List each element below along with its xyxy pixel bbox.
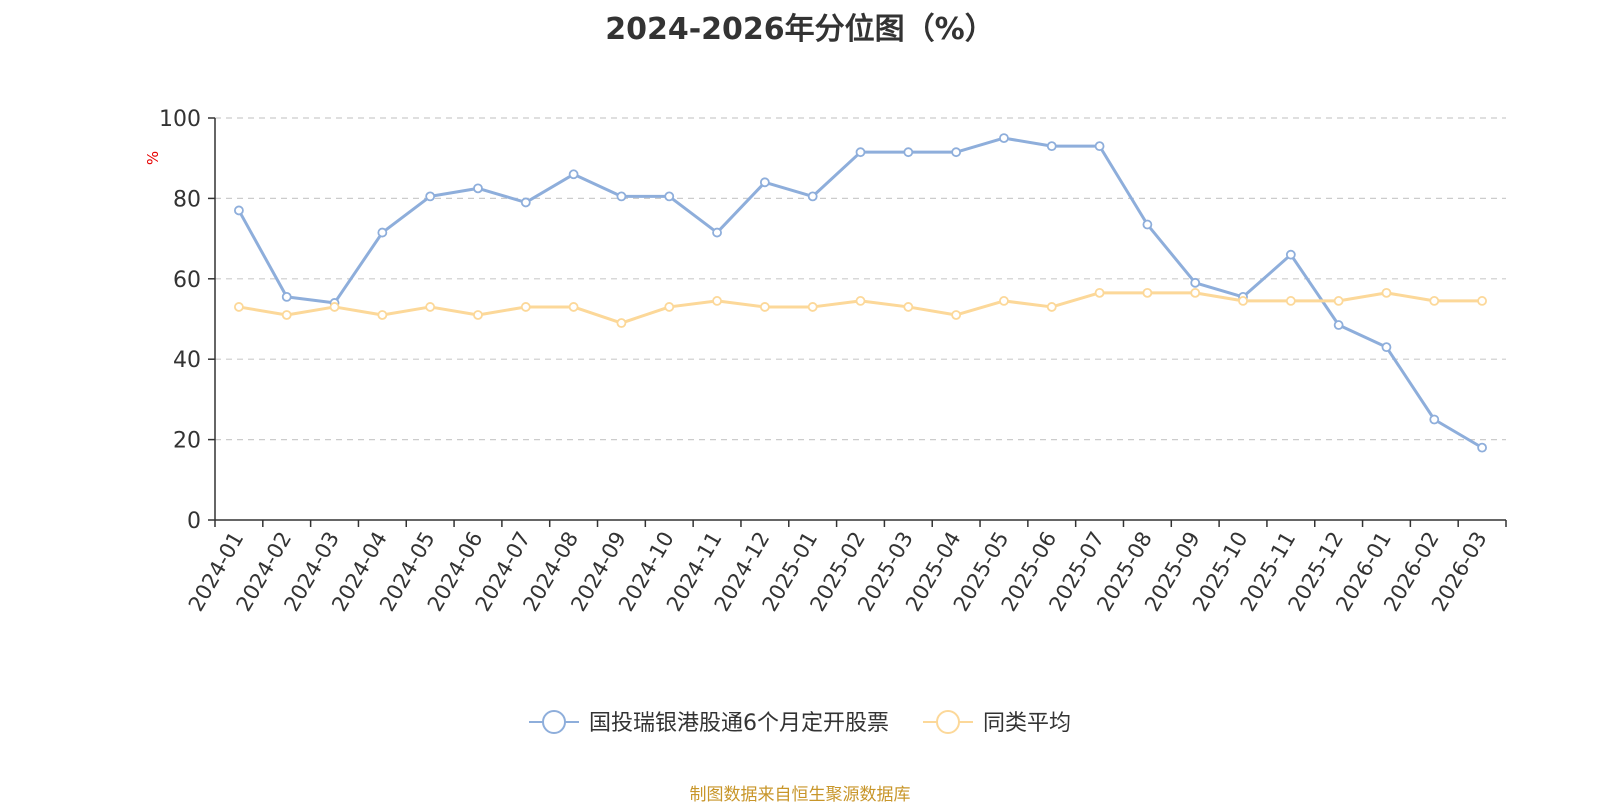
data-point [712,296,722,306]
data-point [712,227,722,238]
data-point [1190,277,1201,288]
data-point [616,191,627,202]
data-point [520,197,531,208]
legend: 国投瑞银港股通6个月定开股票 同类平均 [529,710,1071,736]
data-point [1190,287,1201,298]
x-tick-labels: 2024-012024-022024-032024-042024-052024-… [184,528,1492,616]
data-point [759,177,770,188]
data-point [999,133,1009,144]
data-point [1429,414,1440,425]
legend-label: 同类平均 [983,711,1071,736]
y-tick-label: 20 [173,429,201,454]
data-point [807,302,818,312]
data-point [1477,296,1487,306]
data-point [1285,296,1296,306]
data-point [473,310,483,320]
data-point [520,302,531,312]
y-tick-label: 0 [187,509,201,534]
data-point [903,147,914,158]
legend-item-2: 同类平均 [923,710,1071,736]
data-point [329,302,340,312]
data-point [999,296,1009,306]
axes: % [144,117,1507,527]
legend-label: 国投瑞银港股通6个月定开股票 [589,711,889,736]
data-point [855,296,866,306]
grid-lines [215,117,1506,441]
data-point [568,169,579,180]
y-tick-label: 100 [159,107,201,132]
legend-item-1: 国投瑞银港股通6个月定开股票 [529,710,889,736]
data-point [616,318,627,328]
data-point [759,302,770,312]
data-point [855,147,866,158]
y-axis-label: % [144,151,162,165]
data-point [951,147,962,158]
source-note: 制图数据来自恒生聚源数据库 [689,785,911,805]
data-point [234,205,244,216]
data-point [903,302,914,312]
data-point [377,227,388,238]
data-point [664,191,675,202]
data-point [1142,219,1153,230]
data-point [1333,296,1344,306]
y-tick-label: 80 [173,187,201,212]
data-point [1429,296,1440,306]
data-point [1381,287,1392,298]
data-point [951,310,962,320]
chart-title: 2024-2026年分位图（%） [605,12,995,47]
data-point [1477,442,1487,453]
data-point [807,191,818,202]
data-point [1046,141,1057,152]
y-tick-labels: 0 20 40 60 80 100 [159,107,201,534]
y-tick-label: 60 [173,268,201,293]
data-point [425,191,436,202]
data-point [568,302,579,312]
series-lines [234,133,1487,453]
data-point [377,310,388,320]
data-point [1285,249,1296,260]
data-point [1094,287,1105,298]
data-point [281,310,292,320]
data-point [1238,296,1248,306]
y-tick-label: 40 [173,348,201,373]
data-point [425,302,436,312]
legend-marker-icon [936,710,960,734]
data-point [1046,302,1057,312]
data-point [234,302,244,312]
data-point [473,183,483,194]
data-point [664,302,675,312]
data-point [1381,342,1392,353]
series-line-1 [237,136,1483,449]
data-point [1333,320,1344,330]
data-point [1142,287,1153,298]
data-point [281,291,292,302]
legend-marker-icon [542,710,566,734]
data-point [1094,141,1105,152]
